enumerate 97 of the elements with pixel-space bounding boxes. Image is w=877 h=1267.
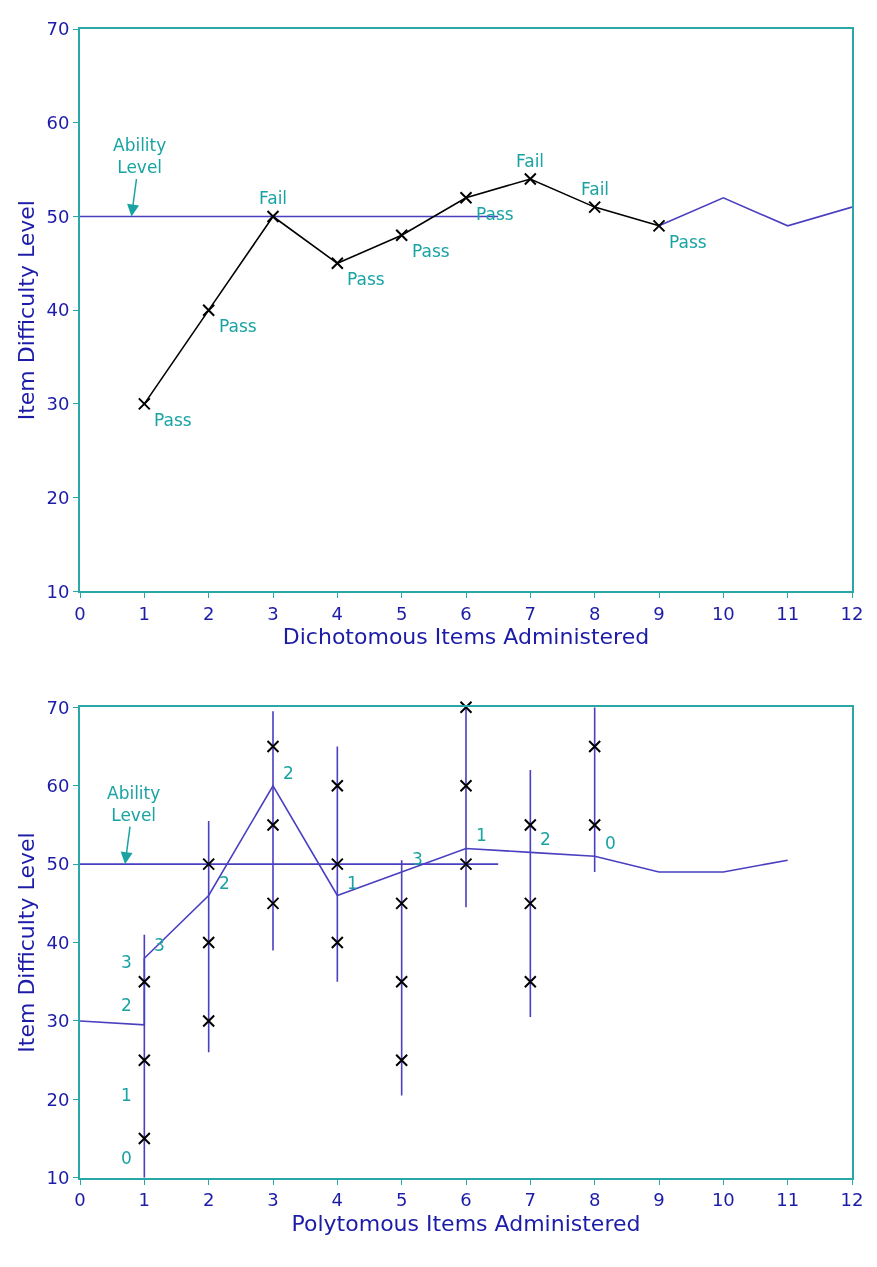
annotation: 0 (605, 833, 616, 853)
x-tick-label: 8 (588, 1189, 601, 1211)
x-tick-label: 12 (840, 1189, 864, 1211)
x-tick-label: 5 (395, 1189, 408, 1211)
annotation: 2 (283, 763, 294, 783)
point (202, 857, 216, 871)
x-tick-label: 2 (202, 1189, 215, 1211)
point (330, 857, 344, 871)
point (202, 303, 216, 317)
point (202, 936, 216, 950)
point (137, 1132, 151, 1146)
point (395, 1053, 409, 1067)
point (395, 896, 409, 910)
y-axis-title: Item Difficulty Level (13, 832, 39, 1053)
point (395, 228, 409, 242)
x-tick-label: 0 (74, 602, 86, 624)
y-tick-label: 70 (46, 18, 70, 40)
point (137, 1053, 151, 1067)
x-tick-label: 1 (138, 602, 151, 624)
annotation: Fail (581, 179, 610, 199)
annotation: 3 (121, 952, 132, 972)
point (523, 975, 537, 989)
point (523, 172, 537, 186)
point (266, 896, 280, 910)
annotation: Pass (669, 232, 707, 252)
x-tick-label: 10 (711, 602, 735, 624)
annotation: 0 (121, 1148, 132, 1168)
x-tick-label: 1 (138, 1189, 151, 1211)
point (588, 818, 602, 832)
annotation: Pass (219, 316, 257, 336)
x-tick-label: 7 (524, 1189, 537, 1211)
x-axis-title: Polytomous Items Administered (291, 1210, 641, 1236)
point (395, 975, 409, 989)
annotation: 1 (121, 1085, 132, 1105)
point (459, 779, 473, 793)
annotation: Pass (412, 241, 450, 261)
annotation: Pass (154, 410, 192, 430)
point (523, 896, 537, 910)
y-tick-label: 70 (46, 696, 70, 718)
point (588, 200, 602, 214)
x-tick-label: 12 (840, 602, 864, 624)
point (523, 818, 537, 832)
x-tick-label: 2 (202, 602, 215, 624)
x-tick-label: 6 (460, 602, 472, 624)
x-tick-label: 10 (711, 1189, 735, 1211)
point (459, 700, 473, 714)
x-axis-title: Dichotomous Items Administered (282, 624, 650, 650)
x-tick-label: 0 (74, 1189, 86, 1211)
y-tick-label: 40 (46, 931, 70, 953)
y-tick-label: 60 (46, 775, 70, 797)
y-tick-label: 60 (46, 112, 70, 134)
point (202, 1014, 216, 1028)
y-axis-title: Item Difficulty Level (13, 200, 39, 421)
point (652, 219, 666, 233)
point (266, 818, 280, 832)
y-tick-label: 30 (46, 1010, 70, 1032)
x-tick-label: 9 (653, 1189, 665, 1211)
y-tick-label: 10 (46, 1167, 70, 1189)
annotation: 1 (347, 873, 358, 893)
y-tick-label: 50 (46, 853, 70, 875)
x-tick-label: 8 (588, 602, 601, 624)
annotation: Fail (516, 151, 545, 171)
y-tick-label: 20 (46, 1088, 70, 1110)
point (459, 857, 473, 871)
y-tick-label: 30 (46, 393, 70, 415)
point (137, 397, 151, 411)
y-tick-label: 40 (46, 299, 70, 321)
x-tick-label: 4 (331, 602, 344, 624)
annotation: 2 (121, 995, 132, 1015)
x-tick-label: 11 (776, 1189, 800, 1211)
point (330, 256, 344, 270)
x-tick-label: 4 (331, 1189, 344, 1211)
point (588, 740, 602, 754)
point (266, 209, 280, 223)
point (266, 740, 280, 754)
annotation: 2 (219, 873, 230, 893)
annotation: Pass (347, 269, 385, 289)
annotation: Fail (259, 188, 288, 208)
annotation: Ability Level (107, 783, 161, 826)
x-tick-label: 6 (460, 1189, 472, 1211)
x-tick-label: 11 (776, 602, 800, 624)
annotation: Ability Level (113, 135, 167, 178)
y-tick-label: 20 (46, 486, 70, 508)
y-tick-label: 10 (46, 580, 70, 602)
y-tick-label: 50 (46, 205, 70, 227)
annotation: Pass (476, 204, 514, 224)
annotation: 2 (540, 829, 551, 849)
point (330, 779, 344, 793)
x-tick-label: 7 (524, 602, 537, 624)
x-tick-label: 3 (267, 602, 279, 624)
x-tick-label: 5 (395, 602, 408, 624)
point (459, 191, 473, 205)
point (330, 936, 344, 950)
x-tick-label: 9 (653, 602, 665, 624)
x-tick-label: 3 (267, 1189, 279, 1211)
annotation: 1 (476, 825, 487, 845)
point (137, 975, 151, 989)
